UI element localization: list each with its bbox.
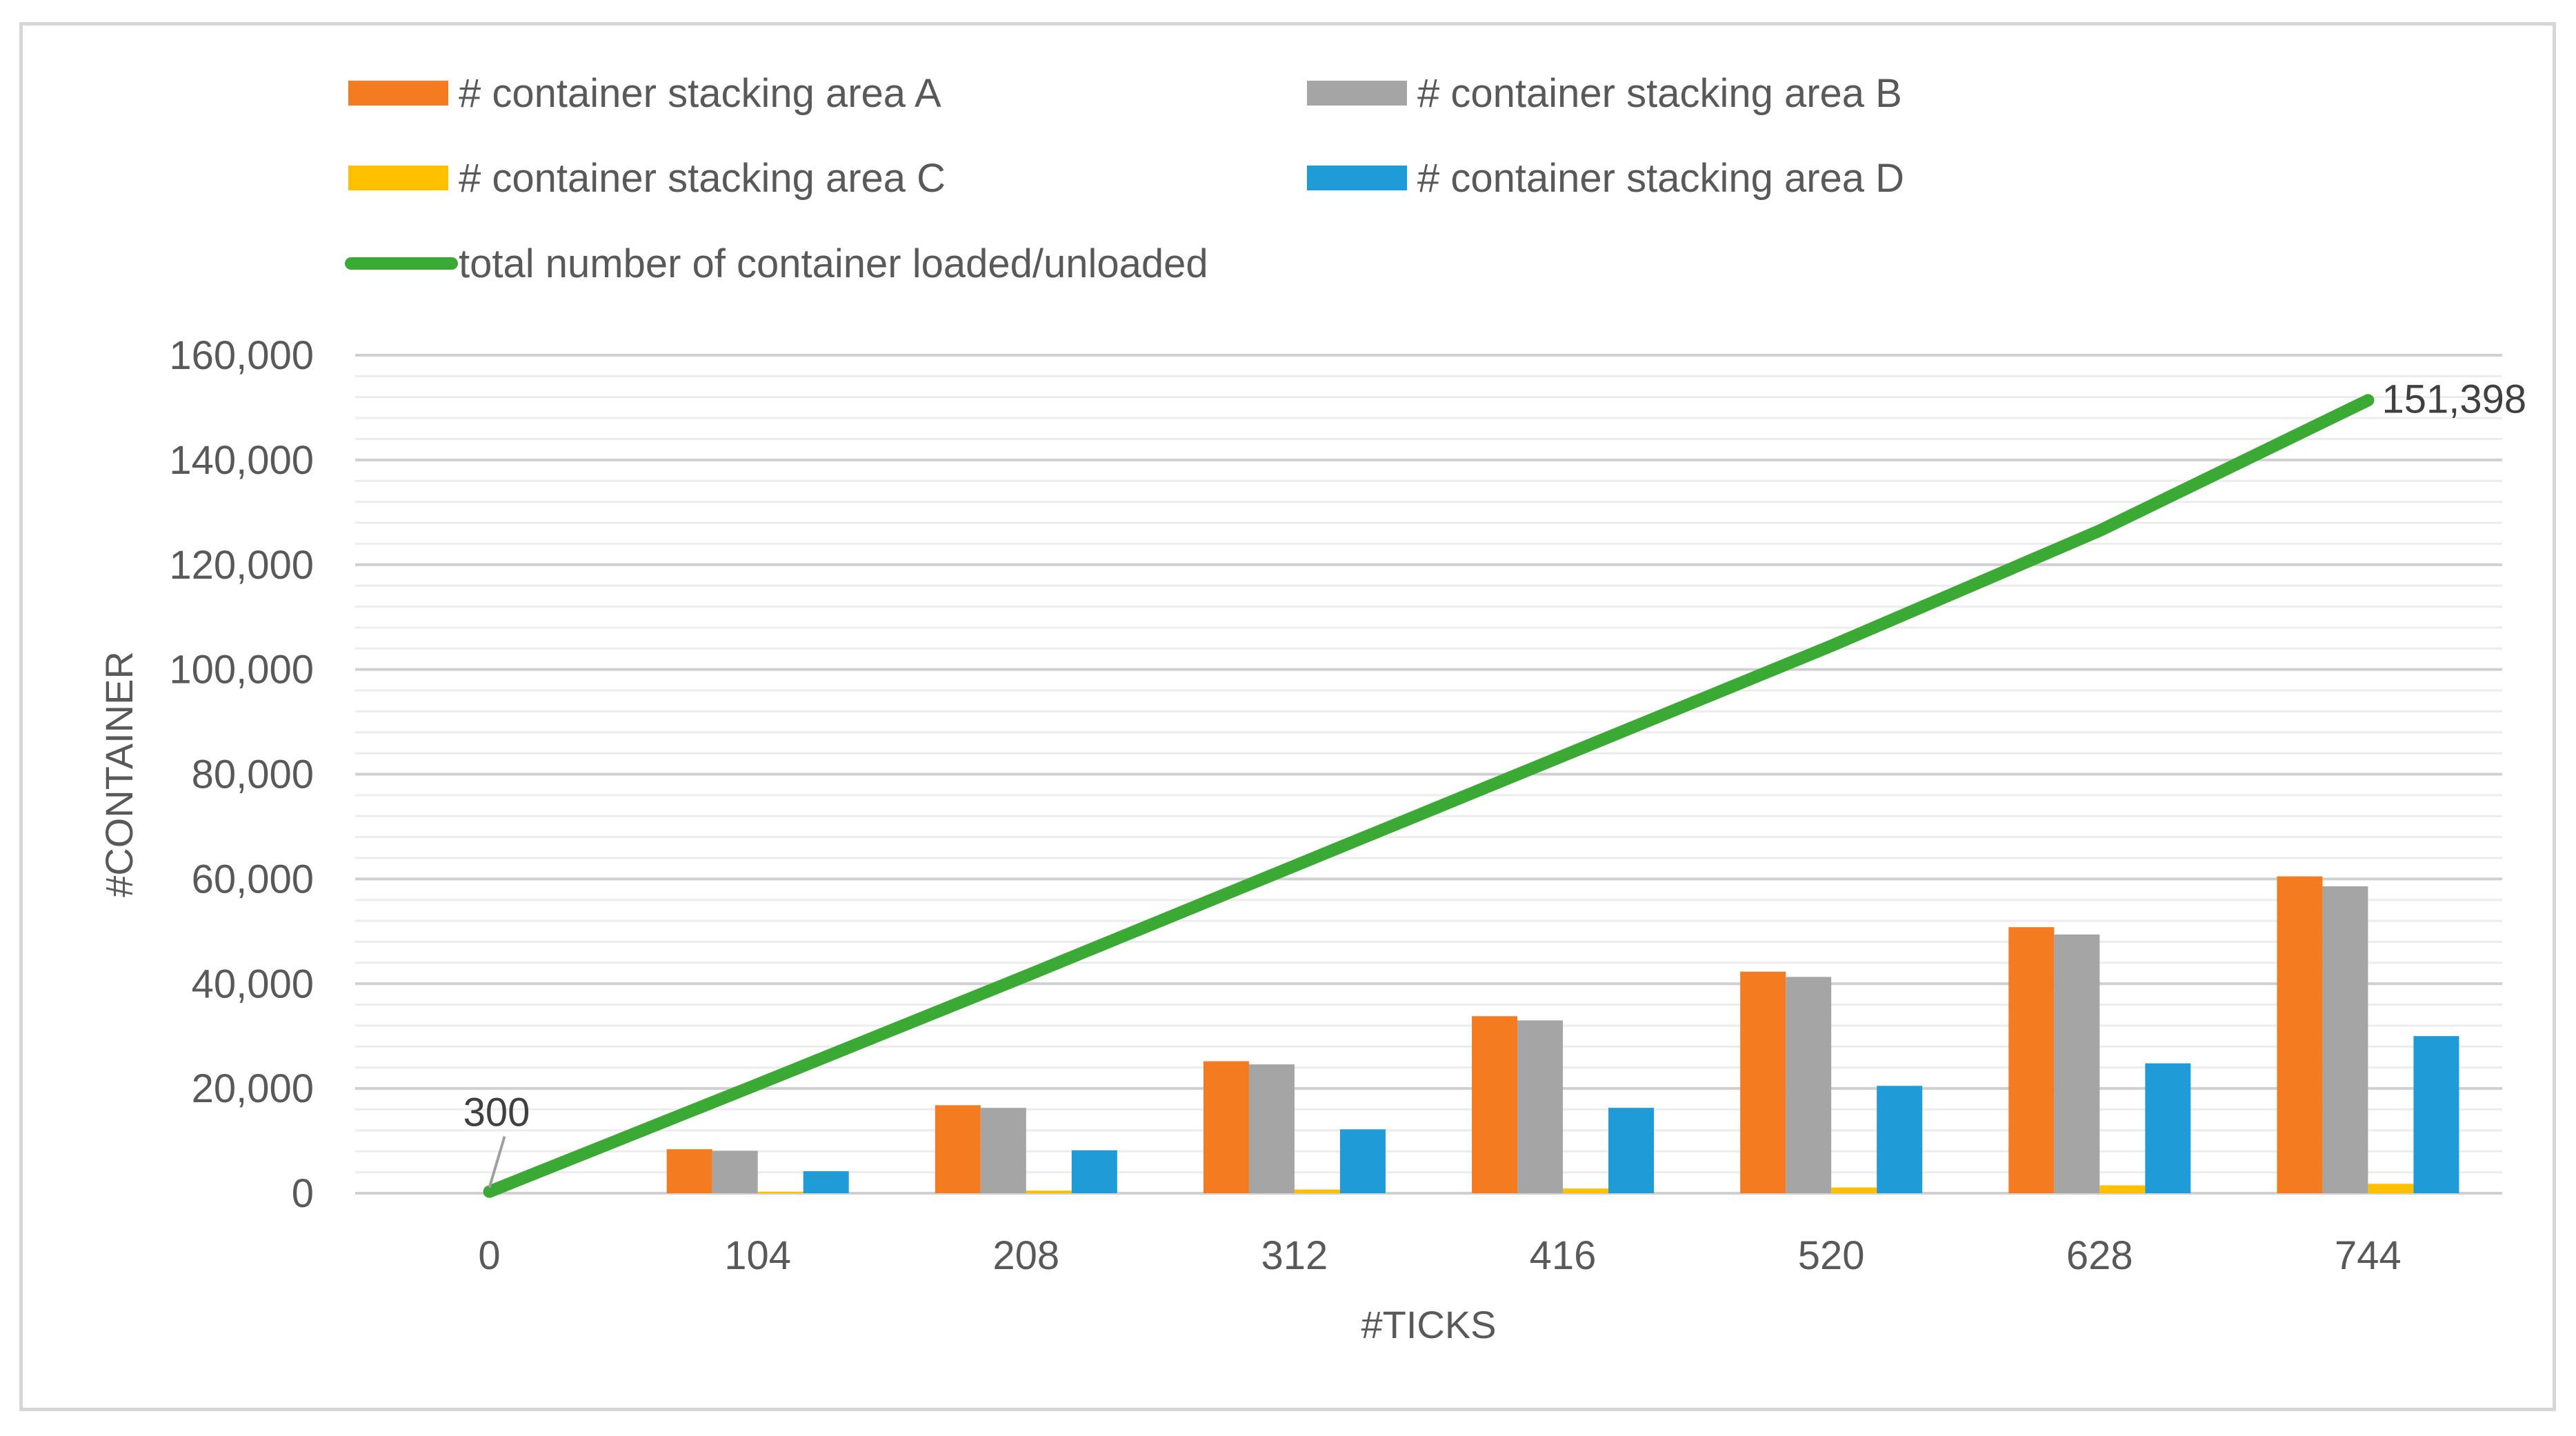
chart-line-series bbox=[483, 394, 2375, 1198]
x-tick-label: 744 bbox=[2335, 1233, 2402, 1278]
bar-series-b bbox=[2322, 886, 2368, 1193]
bar-series-a bbox=[1740, 971, 1786, 1193]
bar-series-c bbox=[1026, 1190, 1072, 1193]
bar-series-d bbox=[2413, 1036, 2459, 1193]
bar-series-d bbox=[803, 1171, 849, 1193]
bar-series-c bbox=[757, 1191, 803, 1193]
chart-gridlines bbox=[355, 354, 2502, 1195]
y-tick-label: 120,000 bbox=[169, 543, 314, 588]
bar-series-b bbox=[980, 1108, 1026, 1193]
legend-swatch bbox=[1307, 166, 1407, 190]
x-tick-label: 520 bbox=[1798, 1233, 1865, 1278]
legend-swatch bbox=[348, 81, 448, 106]
chart-legend: # container stacking area A # container s… bbox=[345, 71, 1904, 286]
bar-series-c bbox=[1563, 1188, 1609, 1193]
legend-label: # container stacking area B bbox=[1417, 71, 1902, 116]
bar-series-a bbox=[666, 1149, 712, 1193]
y-tick-label: 140,000 bbox=[169, 438, 314, 483]
bar-series-d bbox=[1877, 1086, 1923, 1193]
y-axis-title: #CONTAINER bbox=[97, 651, 141, 897]
y-tick-label: 20,000 bbox=[192, 1066, 314, 1111]
x-axis-ticks: 0 104 208 312 416 520 628 744 bbox=[478, 1233, 2401, 1278]
bar-series-c bbox=[1831, 1187, 1877, 1193]
data-label: 151,398 bbox=[2382, 377, 2526, 421]
bar-series-c bbox=[2368, 1184, 2414, 1193]
legend-label: # container stacking area C bbox=[459, 156, 946, 201]
bar-series-b bbox=[1517, 1020, 1564, 1193]
bar-series-b bbox=[1786, 977, 1832, 1193]
x-tick-label: 0 bbox=[478, 1233, 500, 1278]
bar-series-d bbox=[1071, 1150, 1117, 1193]
y-tick-label: 160,000 bbox=[169, 333, 314, 378]
chart-bars bbox=[666, 876, 2459, 1193]
bar-series-a bbox=[2008, 927, 2055, 1193]
data-label-leader bbox=[488, 1136, 506, 1188]
y-tick-label: 100,000 bbox=[169, 648, 314, 692]
legend-swatch bbox=[348, 166, 448, 190]
legend-label: # container stacking area A bbox=[459, 71, 941, 116]
x-tick-label: 416 bbox=[1530, 1233, 1597, 1278]
bar-series-c bbox=[1294, 1189, 1340, 1193]
legend-label: total number of container loaded/unloade… bbox=[459, 241, 1208, 286]
bar-series-a bbox=[1203, 1061, 1249, 1193]
y-tick-label: 40,000 bbox=[192, 961, 314, 1006]
bar-series-d bbox=[2145, 1063, 2191, 1193]
bar-series-a bbox=[935, 1105, 981, 1193]
x-axis-title: #TICKS bbox=[1361, 1303, 1496, 1346]
y-tick-label: 0 bbox=[292, 1171, 314, 1216]
data-label: 300 bbox=[463, 1090, 530, 1135]
legend-swatch bbox=[1307, 81, 1407, 106]
bar-series-b bbox=[712, 1150, 758, 1193]
x-tick-label: 628 bbox=[2066, 1233, 2133, 1278]
bar-series-d bbox=[1339, 1129, 1386, 1193]
total-line bbox=[483, 394, 2375, 1198]
chart-data-labels: 300 151,398 bbox=[463, 377, 2526, 1188]
x-tick-label: 104 bbox=[724, 1233, 791, 1278]
x-tick-label: 312 bbox=[1261, 1233, 1328, 1278]
bar-series-a bbox=[2277, 876, 2323, 1193]
bar-series-b bbox=[2054, 934, 2100, 1193]
legend-label: # container stacking area D bbox=[1417, 156, 1904, 201]
bar-series-c bbox=[2099, 1185, 2146, 1193]
bar-series-d bbox=[1608, 1108, 1655, 1193]
x-tick-label: 208 bbox=[992, 1233, 1059, 1278]
bar-series-b bbox=[1248, 1064, 1295, 1193]
y-tick-label: 60,000 bbox=[192, 857, 314, 901]
y-axis-ticks: 0 20,000 40,000 60,000 80,000 100,000 120,000 1… bbox=[169, 333, 314, 1216]
y-tick-label: 80,000 bbox=[192, 752, 314, 797]
bar-series-a bbox=[1472, 1016, 1518, 1193]
